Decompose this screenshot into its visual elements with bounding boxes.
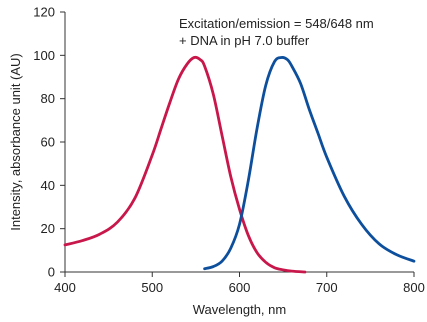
emission-curve: [203, 56, 416, 271]
series-group: [63, 55, 416, 274]
x-tick-label: 500: [141, 280, 163, 295]
x-tick-label: 600: [229, 280, 251, 295]
y-tick-label: 40: [41, 178, 55, 193]
excitation-curve: [63, 55, 307, 274]
x-axis-title: Wavelength, nm: [193, 302, 286, 317]
y-tick-label: 20: [41, 221, 55, 236]
x-tick-label: 700: [316, 280, 338, 295]
annotation-line-1: Excitation/emission = 548/648 nm: [179, 16, 374, 31]
x-tick-label: 400: [54, 280, 76, 295]
y-tick-label: 0: [48, 265, 55, 280]
y-tick-label: 80: [41, 91, 55, 106]
plot-area: 400 500 600 700 800 0 20 40 60 80 100 120: [33, 5, 425, 296]
x-tick-label: 800: [403, 280, 425, 295]
y-tick-label: 60: [41, 135, 55, 150]
annotation-line-2: + DNA in pH 7.0 buffer: [179, 33, 310, 48]
y-tick-label: 120: [33, 5, 55, 20]
ticks: 400 500 600 700 800 0 20 40 60 80 100 120: [33, 5, 425, 296]
y-tick-label: 100: [33, 48, 55, 63]
y-axis-title: Intensity, absorbance unit (AU): [8, 53, 23, 231]
